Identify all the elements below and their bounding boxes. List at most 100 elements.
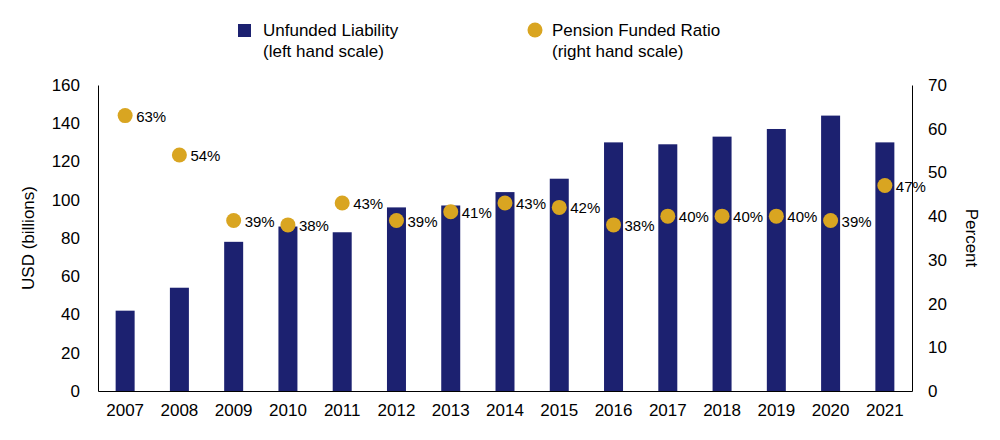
point [660,209,675,224]
point [498,196,513,211]
tick: 10 [912,338,947,357]
tick-label: 2015 [540,401,578,420]
bar [496,192,515,391]
data-label: 63% [136,108,166,125]
tick: 2013 [432,391,470,420]
data-label: 38% [299,217,329,234]
data-label: 43% [516,195,546,212]
y2-axis-title: Percent [962,209,981,268]
point [335,196,350,211]
tick-label: 40 [928,207,947,226]
data-label: 39% [407,213,437,230]
tick: 2012 [378,391,416,420]
legend-item: Unfunded Liability(left hand scale) [238,21,399,61]
tick: 2008 [160,391,198,420]
axis-line [912,86,913,392]
point [877,178,892,193]
tick-label: 80 [61,229,80,248]
tick: 140 [52,114,98,133]
tick: 40 [912,207,947,226]
point [172,147,187,162]
tick-label: 2012 [378,401,416,420]
x-axis: 2007 2008 2009 2010 2011 2012 2013 2014 2015 2016… [99,391,913,420]
y-axis-title: USD (billions) [19,186,38,290]
tick: 60 [912,120,947,139]
tick-label: 2010 [269,401,307,420]
tick-label: 140 [52,114,80,133]
bar [387,207,406,391]
point [443,204,458,219]
tick-label: 70 [928,76,947,95]
legend-label: Unfunded Liability(left hand scale) [263,21,399,61]
tick-label: 60 [928,120,947,139]
tick-label: 160 [52,76,80,95]
tick: 30 [912,251,947,270]
tick: 2009 [215,391,253,420]
data-label: 40% [679,208,709,225]
tick: 100 [52,191,98,210]
bar [278,227,297,391]
legend-swatch [528,23,543,38]
tick-label: 100 [52,191,80,210]
tick: 2017 [649,391,687,420]
axis-line [99,391,913,392]
data-label: 39% [842,213,872,230]
tick-label: 2007 [106,401,144,420]
y2-axis: 010203040506070 [912,76,947,401]
tick: 2015 [540,391,578,420]
tick-label: 2020 [812,401,850,420]
tick: 2011 [324,391,361,420]
legend-swatch [238,24,251,37]
tick: 2016 [595,391,633,420]
tick: 2020 [812,391,850,420]
tick-label: 2013 [432,401,470,420]
point [715,209,730,224]
point [769,209,784,224]
tick: 40 [61,305,98,324]
tick-label: 40 [61,305,80,324]
tick-label: 2017 [649,401,687,420]
tick: 20 [61,344,98,363]
point [118,108,133,123]
tick: 160 [52,76,98,95]
tick-label: 2019 [757,401,795,420]
bar [333,232,352,391]
point [552,200,567,215]
legend-item: Pension Funded Ratio(right hand scale) [528,21,721,61]
point [280,217,295,232]
data-label: 40% [787,208,817,225]
chart: 0204060801001201401600102030405060702007… [0,0,1000,440]
tick: 2007 [106,391,144,420]
bar [441,205,460,391]
tick: 0 [912,382,937,401]
data-label: 41% [462,204,492,221]
point [823,213,838,228]
data-label: 47% [896,178,926,195]
point [389,213,404,228]
bar [224,242,243,391]
tick-label: 2016 [595,401,633,420]
data-label: 54% [190,147,220,164]
data-label: 43% [353,195,383,212]
bar [116,311,135,391]
tick-label: 2018 [703,401,741,420]
data-labels: 63%54%39%38%43%39%41%43%42%38%40%40%40%3… [136,108,926,234]
bar [170,288,189,391]
tick-label: 20 [61,344,80,363]
bar [767,129,786,391]
bar [821,116,840,391]
tick-label: 0 [928,382,937,401]
tick: 2014 [486,391,524,420]
bar [658,144,677,391]
tick-label: 30 [928,251,947,270]
tick-label: 2014 [486,401,524,420]
data-label: 38% [625,217,655,234]
y-axis: 020406080100120140160 [52,76,99,401]
plot-marks [116,108,895,391]
tick-label: 10 [928,338,947,357]
axis-line [98,86,99,392]
data-label: 40% [733,208,763,225]
tick-label: 2008 [160,401,198,420]
data-label: 39% [245,213,275,230]
legend-label: Pension Funded Ratio(right hand scale) [552,21,720,61]
